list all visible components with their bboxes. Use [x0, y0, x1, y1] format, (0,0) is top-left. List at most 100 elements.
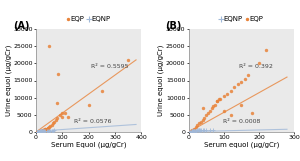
- Point: [43, 128, 47, 131]
- Point: [38, 130, 43, 132]
- Text: R² = 0.392: R² = 0.392: [239, 64, 273, 69]
- Point: [189, 130, 194, 133]
- Point: [190, 129, 195, 131]
- Point: [43, 130, 48, 132]
- Point: [193, 129, 197, 132]
- Point: [192, 127, 197, 130]
- Point: [40, 130, 45, 132]
- Point: [41, 129, 46, 132]
- Point: [204, 114, 208, 116]
- Point: [200, 107, 205, 109]
- Point: [51, 129, 56, 132]
- Point: [37, 130, 42, 132]
- Point: [197, 129, 202, 132]
- Y-axis label: Urine equol (µg/gCr): Urine equol (µg/gCr): [158, 45, 164, 116]
- Point: [38, 130, 43, 132]
- Point: [55, 102, 59, 104]
- Point: [39, 130, 44, 133]
- Point: [50, 129, 54, 132]
- Point: [38, 130, 43, 133]
- Point: [56, 72, 61, 75]
- Point: [126, 59, 130, 61]
- Point: [192, 130, 197, 132]
- Point: [60, 112, 65, 114]
- Point: [39, 130, 44, 132]
- Point: [44, 128, 49, 130]
- Point: [99, 90, 104, 92]
- Point: [40, 129, 45, 132]
- Point: [206, 112, 210, 114]
- Point: [211, 128, 216, 131]
- Point: [236, 83, 240, 85]
- Point: [232, 86, 237, 89]
- Point: [38, 130, 43, 133]
- Point: [189, 130, 194, 133]
- Point: [41, 129, 46, 131]
- Point: [200, 129, 205, 131]
- Point: [42, 130, 47, 132]
- Point: [40, 129, 45, 132]
- Point: [63, 112, 68, 114]
- Point: [51, 122, 56, 125]
- Point: [239, 81, 244, 84]
- Point: [38, 130, 43, 133]
- Point: [43, 128, 48, 131]
- Point: [35, 130, 40, 133]
- Point: [35, 130, 40, 133]
- Point: [242, 77, 247, 80]
- Point: [239, 103, 244, 106]
- Point: [57, 114, 62, 116]
- Point: [35, 130, 40, 133]
- Point: [52, 129, 57, 132]
- Point: [214, 100, 219, 102]
- Point: [36, 130, 40, 133]
- Point: [202, 117, 207, 120]
- Point: [195, 124, 200, 126]
- Point: [40, 129, 45, 132]
- Point: [194, 129, 199, 132]
- Point: [41, 130, 46, 132]
- Point: [55, 117, 59, 120]
- Point: [214, 100, 219, 102]
- Point: [225, 93, 230, 95]
- Point: [187, 131, 192, 133]
- Point: [190, 130, 195, 132]
- Point: [86, 103, 91, 106]
- Point: [188, 130, 193, 132]
- Point: [199, 120, 203, 123]
- Point: [196, 129, 201, 132]
- Point: [37, 130, 42, 133]
- Text: (B): (B): [166, 21, 182, 31]
- Point: [250, 112, 254, 114]
- Point: [43, 128, 48, 131]
- Point: [218, 98, 223, 101]
- Point: [195, 129, 200, 132]
- Point: [37, 130, 42, 133]
- Point: [197, 122, 202, 125]
- Text: (A): (A): [13, 21, 29, 31]
- Point: [35, 130, 40, 133]
- Y-axis label: Urine equol (µg/gCr): Urine equol (µg/gCr): [5, 45, 12, 116]
- Point: [207, 110, 212, 113]
- Point: [42, 128, 47, 131]
- Point: [228, 114, 233, 116]
- Point: [44, 128, 48, 131]
- Point: [48, 125, 53, 127]
- Point: [39, 130, 44, 132]
- Text: R² = 0.0008: R² = 0.0008: [224, 119, 261, 124]
- Point: [190, 130, 195, 133]
- Point: [192, 130, 197, 132]
- Point: [47, 126, 52, 128]
- Point: [39, 129, 44, 132]
- Point: [47, 129, 52, 132]
- Point: [45, 127, 50, 130]
- Point: [188, 130, 193, 133]
- Point: [47, 45, 52, 47]
- Point: [36, 130, 40, 133]
- Point: [45, 129, 50, 132]
- Point: [200, 119, 205, 121]
- Point: [36, 130, 41, 133]
- Point: [37, 130, 41, 133]
- Point: [216, 98, 221, 101]
- Point: [191, 130, 196, 132]
